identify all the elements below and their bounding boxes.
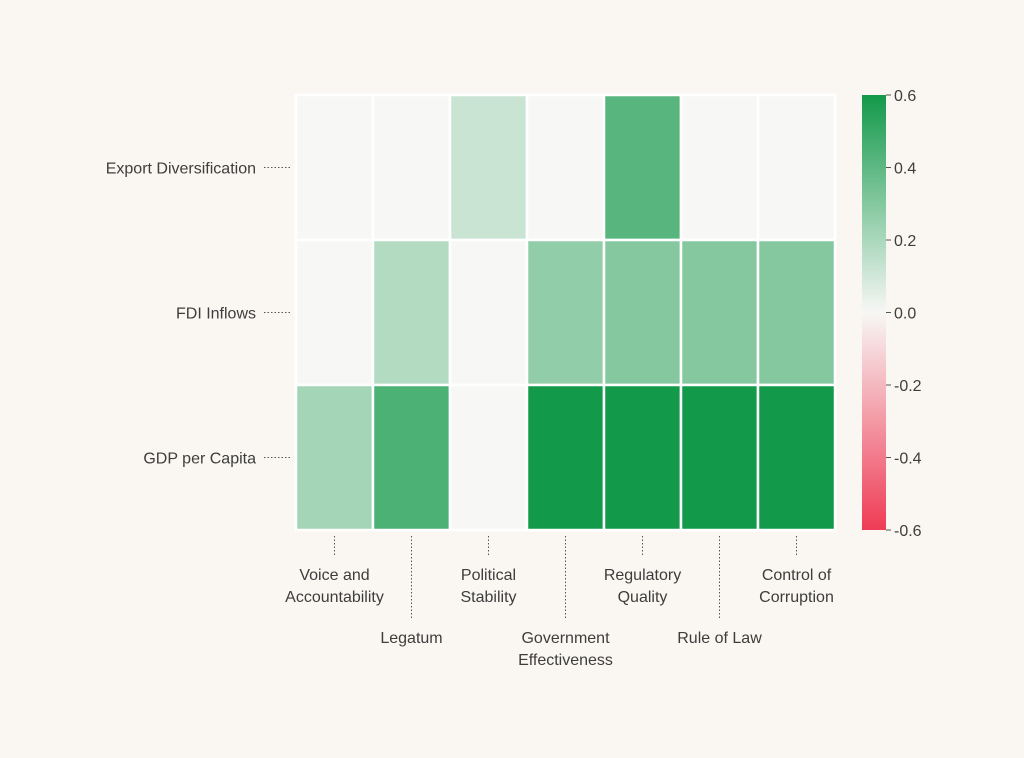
heatmap-cell-r2-c5 <box>679 383 760 532</box>
row-label: Export Diversification <box>106 161 256 178</box>
column-label: Rule of Law <box>677 630 762 647</box>
heatmap-cell-r1-c4 <box>602 238 683 387</box>
colorbar-tick-label: 0.6 <box>894 88 916 105</box>
colorbar-tick-label: -0.4 <box>894 451 922 468</box>
colorbar-tick-label: -0.2 <box>894 378 922 395</box>
heatmap-cell-r2-c3 <box>525 383 606 532</box>
column-label: Accountability <box>285 589 384 606</box>
colorbar: 0.6 0.4 0.2 0.0 -0.2 -0.4 -0.6 <box>862 88 922 540</box>
colorbar-tick-label: 0.2 <box>894 233 916 250</box>
column-label: Control of <box>762 567 832 584</box>
column-label: Stability <box>460 589 516 606</box>
row-labels: Export Diversification FDI Inflows GDP per… <box>106 161 292 468</box>
heatmap-cell-r1-c5 <box>679 238 760 387</box>
colorbar-tick-label: -0.6 <box>894 523 922 540</box>
colorbar-tick-label: 0.4 <box>894 161 916 178</box>
heatmap-cell-r0-c0 <box>294 93 375 242</box>
heatmap-cell-r1-c1 <box>371 238 452 387</box>
heatmap-cell-r0-c6 <box>756 93 837 242</box>
heatmap-cell-r0-c2 <box>448 93 529 242</box>
heatmap-cells <box>294 93 837 532</box>
heatmap-cell-r2-c0 <box>294 383 375 532</box>
heatmap-cell-r1-c3 <box>525 238 606 387</box>
column-label: Regulatory <box>604 567 681 584</box>
heatmap-cell-r0-c1 <box>371 93 452 242</box>
heatmap-cell-r0-c5 <box>679 93 760 242</box>
heatmap-cell-r2-c6 <box>756 383 837 532</box>
column-label: Legatum <box>380 630 442 647</box>
heatmap-cell-r0-c4 <box>602 93 683 242</box>
column-label: Voice and <box>299 567 369 584</box>
column-label: Quality <box>618 589 668 606</box>
heatmap-cell-r2-c4 <box>602 383 683 532</box>
row-label: FDI Inflows <box>176 306 256 323</box>
heatmap-cell-r2-c1 <box>371 383 452 532</box>
heatmap-cell-r1-c2 <box>448 238 529 387</box>
column-label: Effectiveness <box>518 652 613 669</box>
colorbar-tick-label: 0.0 <box>894 306 916 323</box>
colorbar-gradient <box>862 95 886 530</box>
column-label: Political <box>461 567 516 584</box>
row-label: GDP per Capita <box>143 451 256 468</box>
column-labels: Voice and Accountability Legatum Political S… <box>285 536 834 669</box>
heatmap-cell-r1-c0 <box>294 238 375 387</box>
heatmap-cell-r2-c2 <box>448 383 529 532</box>
column-label: Government <box>521 630 610 647</box>
heatmap-cell-r1-c6 <box>756 238 837 387</box>
column-label: Corruption <box>759 589 834 606</box>
heatmap-cell-r0-c3 <box>525 93 606 242</box>
